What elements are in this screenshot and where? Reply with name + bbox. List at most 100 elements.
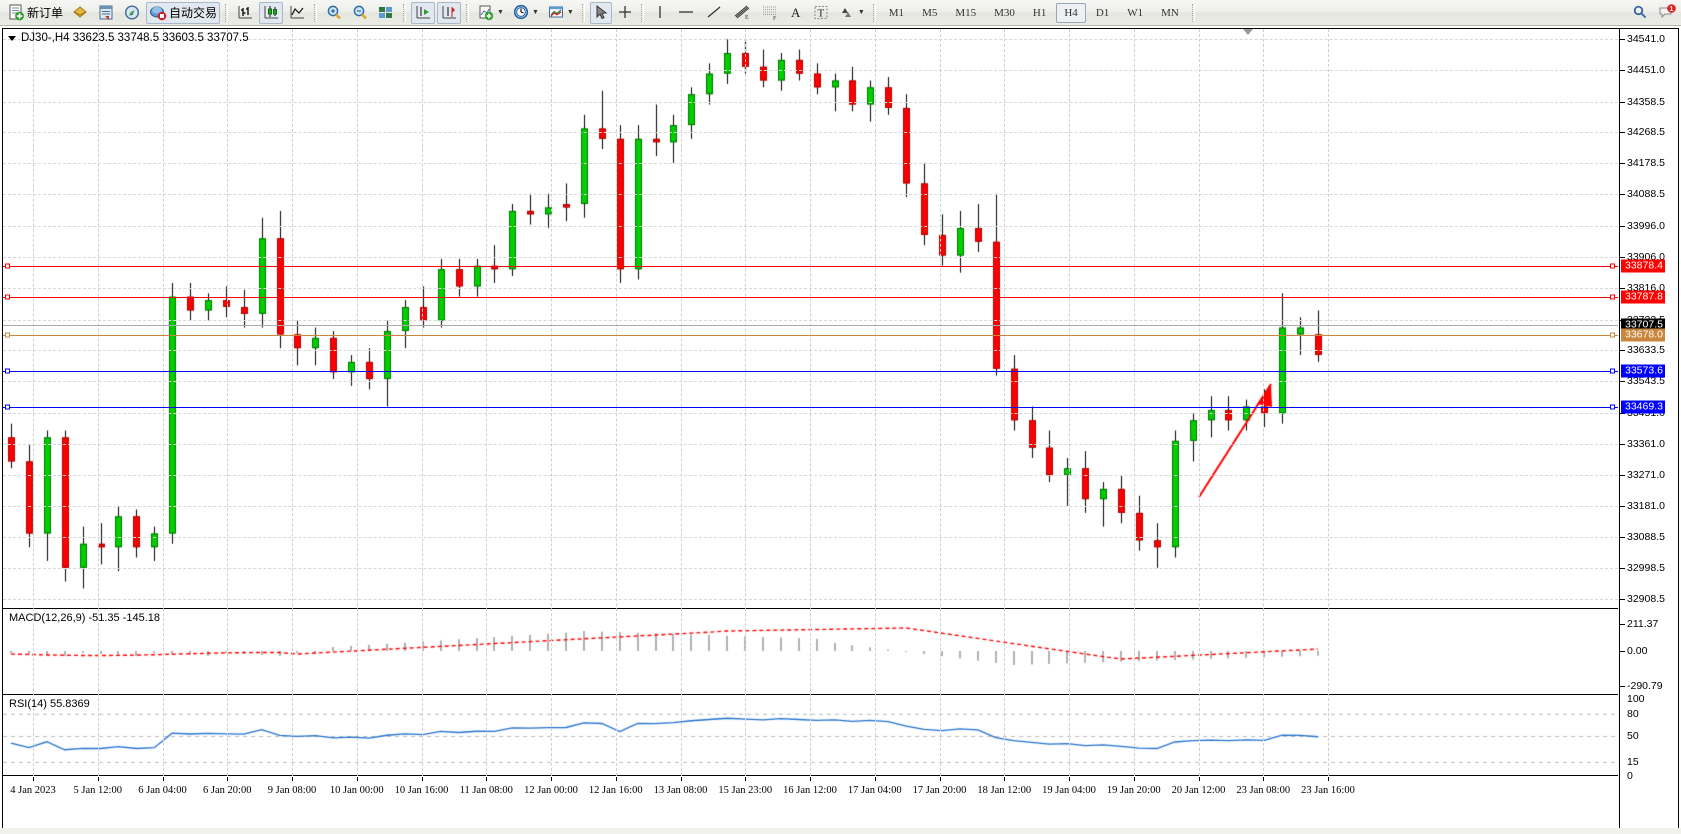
rsi-scale-label: 15 [1627,755,1639,768]
timeframe-m15[interactable]: M15 [955,6,977,19]
chart-shift-icon [442,6,457,19]
expert-advisors-button[interactable] [68,2,92,24]
chevron-down-icon[interactable]: ▼ [531,9,539,16]
macd-scale-tick [1620,624,1625,625]
tile-windows-button[interactable] [374,2,398,24]
timeframe-w1[interactable]: W1 [1127,6,1144,19]
templates-button[interactable]: ▼ [544,2,577,24]
time-tick [1263,777,1265,781]
chart-menu-arrow-icon[interactable] [8,36,16,41]
bar-chart-button[interactable] [233,2,257,24]
new-order-icon [9,4,24,21]
time-gridline [486,29,488,776]
last-price-line-price-tag[interactable]: 33707.5 [1621,318,1665,332]
timeframe-m1[interactable]: M1 [888,6,905,19]
time-axis[interactable]: 4 Jan 2023 5 Jan 12:00 6 Jan 04:00 6 Jan 20… [3,777,1678,832]
new-order-button[interactable]: 新订单 [5,2,66,24]
zoom-in-icon [327,5,341,20]
time-gridline [1263,29,1265,776]
time-axis-label: 10 Jan 00:00 [329,785,384,796]
chart-scroll-marker[interactable] [1243,29,1253,35]
pivot-line[interactable] [3,335,1618,337]
macd-scale-label: 211.37 [1627,618,1659,630]
chart-shift-button[interactable] [437,1,462,24]
price-tick-label: 32998.5 [1627,562,1665,575]
add-indicator-button[interactable]: ▼ [474,2,507,24]
time-axis-label: 6 Jan 04:00 [138,785,187,796]
timeframe-h1[interactable]: H1 [1032,6,1047,19]
tile-windows-icon [379,7,393,18]
vertical-line-button[interactable] [649,2,671,24]
zoom-out-button[interactable] [348,2,372,24]
timeframe-d1[interactable]: D1 [1095,6,1110,19]
support-line-1-price-tag[interactable]: 33573.6 [1621,364,1665,378]
timeframe-h4[interactable]: H4 [1056,2,1086,23]
resistance-line-1-handle-right[interactable] [1610,263,1615,269]
pivot-line-handle-left[interactable] [5,332,10,338]
price-tick [1620,350,1625,352]
chart-border: DJ30-,H4 33623.5 33748.5 33603.5 33707.5… [2,28,1679,833]
text-button[interactable]: A [785,2,807,24]
alerts-button[interactable]: 1 [1654,2,1680,24]
svg-text:T: T [817,8,824,20]
line-chart-button[interactable] [285,2,309,24]
data-window-button[interactable] [94,2,118,24]
resistance-line-2-handle-right[interactable] [1610,294,1615,300]
autotrading-button[interactable]: 自动交易 [146,1,221,24]
timeframe-m30[interactable]: M30 [994,6,1015,19]
shapes-button[interactable]: ▼ [835,2,868,24]
chevron-down-icon[interactable]: ▼ [497,9,504,16]
time-gridline [292,29,293,776]
zoom-in-button[interactable] [322,2,346,24]
new-order-label: 新订单 [27,6,64,20]
support-line-1-handle-left[interactable] [5,368,10,374]
trendline-button[interactable] [701,2,727,24]
support-line-1[interactable] [3,370,1618,372]
time-axis-label: 6 Jan 20:00 [203,785,252,796]
support-line-2-price-tag[interactable]: 33469.3 [1621,400,1665,414]
fibonacci-button[interactable]: F [757,2,783,24]
price-scale[interactable]: 34541.0 34451.0 34358.5 34268.5 34178.5 34088… [1619,29,1678,833]
chart-window[interactable]: DJ30-,H4 33623.5 33748.5 33603.5 33707.5… [0,26,1681,834]
time-gridline [421,29,423,776]
price-tick-label: 33543.5 [1627,375,1665,388]
price-tick-label: 34088.5 [1627,188,1665,201]
resistance-line-2[interactable] [3,297,1618,299]
time-gridline [356,29,358,776]
macd-scale-label: 0.00 [1627,645,1648,657]
price-tick [1620,413,1625,415]
chevron-down-icon[interactable]: ▼ [566,9,574,16]
support-line-2[interactable] [3,406,1618,408]
timeframe-m5[interactable]: M5 [922,6,938,19]
auto-scroll-button[interactable] [411,1,436,24]
equidistant-channel-button[interactable]: E [729,2,755,24]
resistance-line-1[interactable] [3,266,1618,268]
time-axis-label: 17 Jan 20:00 [912,785,967,796]
resistance-line-2-price-tag[interactable]: 33787.8 [1621,290,1665,304]
period-button[interactable]: ▼ [509,2,542,24]
pivot-line-handle-right[interactable] [1610,332,1615,338]
support-line-1-handle-right[interactable] [1610,368,1615,374]
price-tick-label: 34541.0 [1627,32,1665,45]
cursor-tool-button[interactable] [589,1,612,24]
timeframe-mn[interactable]: MN [1161,6,1179,19]
resistance-line-1-handle-left[interactable] [5,263,10,269]
support-line-2-handle-right[interactable] [1610,404,1615,410]
candlestick-chart-button[interactable] [259,1,284,24]
navigator-button[interactable] [120,2,144,24]
horizontal-line-button[interactable] [673,2,699,24]
support-line-2-handle-left[interactable] [5,404,10,410]
price-tick-label: 34451.0 [1627,63,1665,76]
price-tick-label: 34358.5 [1627,95,1665,108]
chevron-down-icon[interactable]: ▼ [857,9,865,16]
resistance-line-1-price-tag[interactable]: 33878.4 [1621,259,1665,273]
text-label-button[interactable]: T [809,2,833,24]
search-button[interactable] [1628,2,1652,24]
add-indicator-icon [479,5,494,21]
toolbar-separator [872,3,876,22]
resistance-line-2-handle-left[interactable] [5,294,10,300]
crosshair-tool-button[interactable] [614,2,636,24]
pivot-line-price-tag[interactable]: 33678.0 [1621,328,1665,342]
time-axis-label: 20 Jan 12:00 [1171,785,1226,796]
price-tick [1620,163,1625,165]
